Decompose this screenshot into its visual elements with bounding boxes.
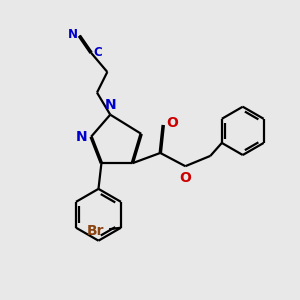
- Text: N: N: [76, 130, 88, 144]
- Text: N: N: [104, 98, 116, 112]
- Text: O: O: [179, 172, 191, 185]
- Text: Br: Br: [87, 224, 105, 238]
- Text: C: C: [94, 46, 102, 59]
- Text: N: N: [68, 28, 78, 41]
- Text: O: O: [166, 116, 178, 130]
